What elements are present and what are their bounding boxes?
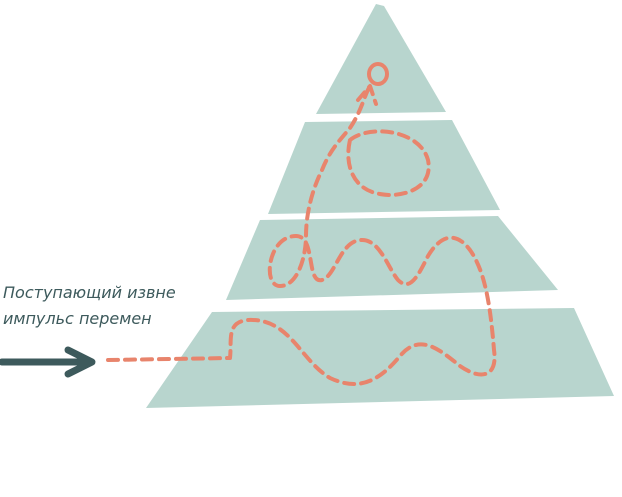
loop (346, 129, 431, 197)
pyramid-tier-top (316, 4, 446, 114)
label-line: импульс перемен (3, 309, 152, 328)
goal-circle (367, 62, 389, 86)
input-arrow-head (64, 346, 96, 378)
pyramid-tier-4 (146, 308, 614, 408)
pyramid-tier-2 (268, 120, 500, 214)
label-line: Поступающий извне (3, 283, 176, 302)
change-path (106, 84, 497, 386)
arrow-head (356, 84, 378, 106)
pyramid-tier-3 (226, 216, 558, 300)
